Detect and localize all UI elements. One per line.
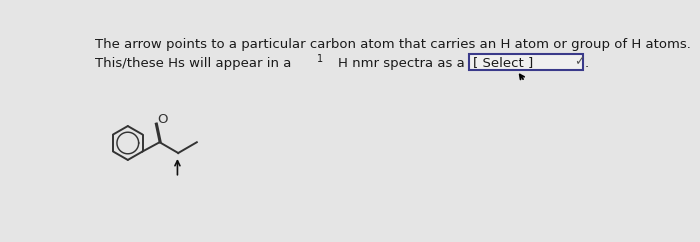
Text: 1: 1 (317, 54, 323, 64)
Text: This/these Hs will appear in a: This/these Hs will appear in a (95, 57, 296, 70)
Text: H nmr spectra as a: H nmr spectra as a (338, 57, 469, 70)
Text: [ Select ]: [ Select ] (473, 56, 533, 69)
Bar (469, 54, 584, 70)
Text: The arrow points to a particular carbon atom that carries an H atom or group of : The arrow points to a particular carbon … (95, 38, 691, 51)
Text: O: O (158, 113, 168, 126)
Text: .: . (585, 57, 589, 70)
Text: ✓: ✓ (574, 55, 584, 68)
